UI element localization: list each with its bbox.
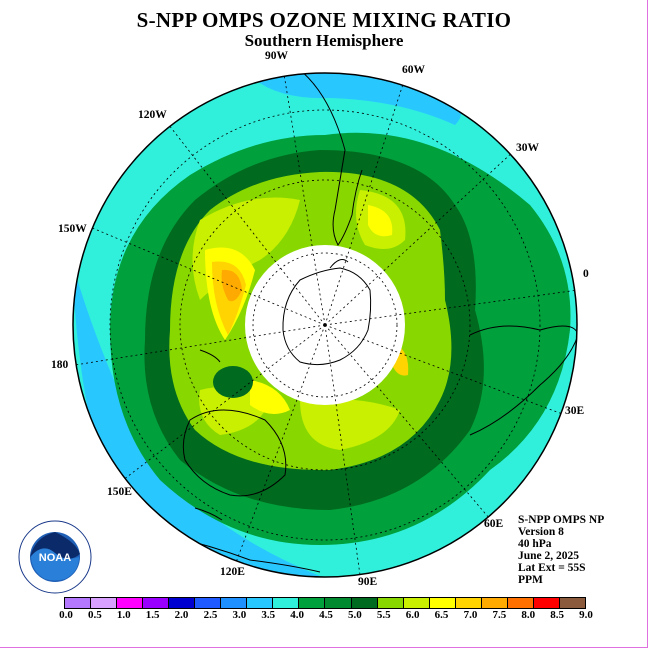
colorbar-swatch — [455, 598, 482, 608]
colorbar-tick-label: 8.5 — [550, 609, 564, 621]
meridians — [74, 73, 577, 576]
noaa-logo-text: NOAA — [39, 552, 71, 564]
colorbar-swatch — [91, 598, 118, 608]
colorbar-swatch — [377, 598, 404, 608]
colorbar-tick-label: 6.0 — [405, 609, 420, 621]
colorbar-tick-label: 0.5 — [88, 609, 102, 621]
ozone-patch-7.5 — [221, 269, 242, 302]
lon-label-90w: 90W — [265, 50, 288, 62]
colorbar-tick-label: 4.5 — [319, 609, 333, 621]
colorbar-tick-label: 7.0 — [463, 609, 478, 621]
colorbar-swatch — [533, 598, 560, 608]
lon-label-90e: 90E — [358, 576, 378, 588]
colorbar-swatch — [247, 598, 274, 608]
lon-label-120e: 120E — [220, 566, 245, 578]
colorbar — [64, 597, 586, 609]
colorbar-swatch — [221, 598, 248, 608]
colorbar-swatch — [507, 598, 534, 608]
colorbar-tick-label: 2.5 — [203, 609, 218, 621]
south-pole-marker — [323, 323, 327, 327]
colorbar-tick-label: 6.5 — [434, 609, 449, 621]
lon-label-60w: 60W — [402, 64, 425, 76]
colorbar-tick-label: 1.5 — [145, 609, 160, 621]
colorbar-tick-label: 7.5 — [492, 609, 507, 621]
lon-label-30w: 30W — [516, 142, 539, 154]
colorbar-swatch — [325, 598, 352, 608]
lon-label-180: 180 — [51, 359, 69, 371]
info-units: PPM — [518, 574, 543, 586]
colorbar-tick-label: 5.5 — [376, 609, 391, 621]
ozone-patch-6.0-c — [300, 398, 400, 450]
colorbar-tick-label: 5.0 — [348, 609, 362, 621]
info-block: S-NPP OMPS NP Version 8 40 hPa June 2, 2… — [518, 514, 604, 586]
colorbar-tick-label: 4.0 — [290, 609, 304, 621]
noaa-logo: NOAA — [18, 520, 92, 594]
info-date: June 2, 2025 — [518, 550, 580, 562]
page-title: S-NPP OMPS OZONE MIXING RATIO — [136, 8, 512, 32]
colorbar-swatch — [169, 598, 196, 608]
page-subtitle: Southern Hemisphere — [244, 31, 404, 50]
colorbar-tick-label: 9.0 — [579, 609, 593, 621]
lon-label-150w: 150W — [58, 223, 87, 235]
colorbar-swatch — [403, 598, 430, 608]
colorbar-swatch — [195, 598, 222, 608]
colorbar-tick-label: 1.0 — [116, 609, 131, 621]
ozone-patch-5.0-blob — [213, 366, 253, 398]
colorbar-tick-label: 3.5 — [261, 609, 276, 621]
colorbar-swatch — [143, 598, 170, 608]
lon-label-0: 0 — [583, 268, 589, 280]
colorbar-swatch — [559, 598, 585, 608]
latitude-circles — [109, 109, 541, 541]
colorbar-swatch — [273, 598, 300, 608]
colorbar-swatch — [429, 598, 456, 608]
ozone-patch-6.5-b — [368, 205, 393, 237]
colorbar-tick-label: 0.0 — [59, 609, 73, 621]
colorbar-swatch — [299, 598, 326, 608]
lon-label-60e: 60E — [484, 518, 504, 530]
colorbar-tick-label: 2.0 — [174, 609, 189, 621]
colorbar-swatch — [117, 598, 144, 608]
lon-label-120w: 120W — [138, 109, 167, 121]
lon-label-150e: 150E — [107, 486, 132, 498]
colorbar-swatch — [65, 598, 92, 608]
globe-outline — [72, 72, 578, 578]
ozone-patch-6.5-c — [250, 380, 290, 414]
colorbar-swatch — [481, 598, 508, 608]
info-lat-extent: Lat Ext = 55S — [518, 562, 586, 574]
info-instrument: S-NPP OMPS NP — [518, 514, 605, 526]
info-version: Version 8 — [518, 526, 564, 538]
colorbar-swatch — [351, 598, 378, 608]
colorbar-tick-label: 3.0 — [232, 609, 247, 621]
lon-label-30e: 30E — [565, 405, 585, 417]
info-pressure: 40 hPa — [518, 538, 552, 550]
colorbar-tick-label: 8.0 — [521, 609, 536, 621]
